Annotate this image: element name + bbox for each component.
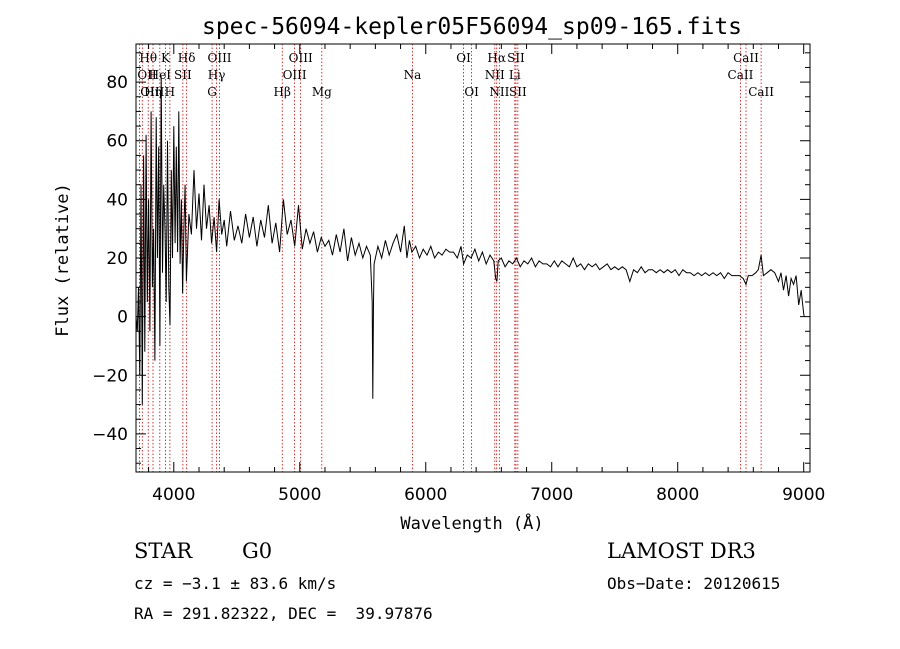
y-tick-label: 60 [106,132,128,152]
spectral-line-markers [139,44,762,472]
y-tick-label: −40 [92,425,128,445]
line-label: Hγ [208,68,226,82]
line-label: OI [456,51,471,65]
line-label: OIII [207,51,231,65]
y-tick-label: −20 [92,366,128,386]
object-class: STAR [134,539,193,563]
y-tick-label: 20 [106,249,128,269]
x-tick-label: 4000 [152,485,195,505]
line-label: HeI [149,68,172,82]
x-tick-label: 6000 [404,485,447,505]
line-label: SII [509,85,527,99]
x-tick-label: 5000 [278,485,321,505]
x-tick-label: 7000 [530,485,573,505]
coordinates: RA = 291.82322, DEC = 39.97876 [134,604,433,623]
y-tick-label: 0 [117,308,128,328]
x-tick-label: 8000 [656,485,699,505]
redshift-velocity: cz = −3.1 ± 83.6 km/s [134,574,337,593]
line-label: OII [137,68,157,82]
observation-date: Obs−Date: 20120615 [607,574,781,593]
line-label: NII [485,68,505,82]
line-label: NII [489,85,509,99]
line-label: Mg [312,85,332,99]
chart-title: spec-56094-kepler05F56094_sp09-165.fits [202,14,742,40]
y-tick-label: 80 [106,73,128,93]
line-label: CaII [733,51,759,65]
line-label: Na [404,68,422,82]
line-label: Li [509,68,521,82]
line-label: OI [464,85,479,99]
object-subclass: G0 [242,539,273,563]
survey-name: LAMOST DR3 [607,539,756,563]
line-label: Hη [144,85,162,99]
line-label: SII [507,51,525,65]
line-label: OIII [289,51,313,65]
x-tick-label: 9000 [782,485,825,505]
line-label: Hθ [139,51,157,65]
x-axis-label: Wavelength (Å) [400,512,543,534]
y-axis-label: Flux (relative) [53,183,73,337]
line-label: CaII [748,85,774,99]
line-label: OIII [283,68,307,82]
y-tick-label: 40 [106,190,128,210]
spectral-line-labels: OII OIII Hθ Hη HeI K H SII Hδ G Hγ OIII Hβ OIII OIII Mg… [137,51,774,99]
line-label: K [161,51,171,65]
spectrum-line [135,76,805,405]
line-label: Hβ [274,85,291,99]
line-label: Hδ [178,51,196,65]
axis-ticks: 4000 5000 6000 7000 8000 9000 −40 −20 0 20 40 60 80 [92,44,825,505]
line-label: OIII [140,85,164,99]
plot-frame [135,43,811,473]
line-label: CaII [728,68,754,82]
line-label: H [165,85,175,99]
line-label: Hα [487,51,506,65]
line-label: G [207,85,217,99]
line-label: SII [174,68,192,82]
